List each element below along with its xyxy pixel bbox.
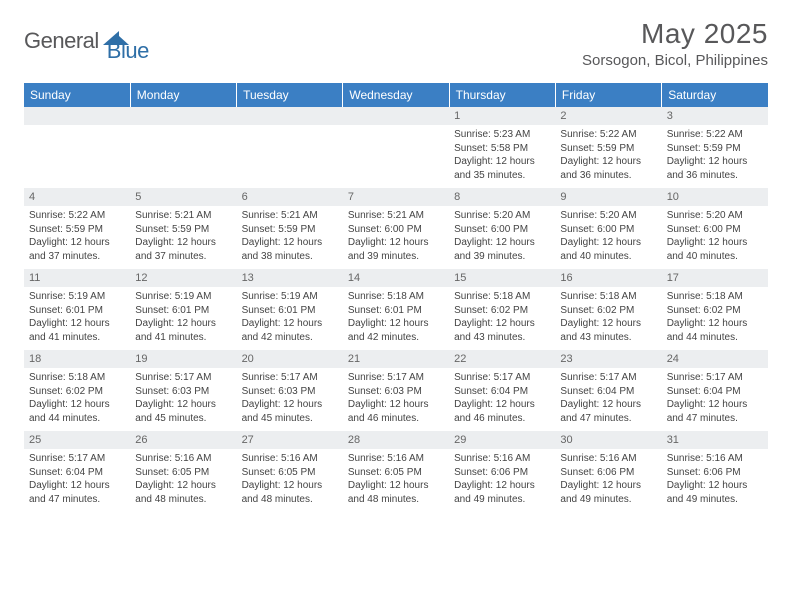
day-number-cell: 22: [449, 350, 555, 368]
weekday-header: Thursday: [449, 83, 555, 107]
day-detail-row: Sunrise: 5:23 AMSunset: 5:58 PMDaylight:…: [24, 125, 768, 188]
day-number-cell: 24: [662, 350, 768, 368]
day-number-cell: 18: [24, 350, 130, 368]
weekday-header: Sunday: [24, 83, 130, 107]
day-number-cell: 12: [130, 269, 236, 287]
weekday-header-row: Sunday Monday Tuesday Wednesday Thursday…: [24, 83, 768, 107]
day-detail-cell: Sunrise: 5:19 AMSunset: 6:01 PMDaylight:…: [237, 287, 343, 350]
header: General Blue May 2025 Sorsogon, Bicol, P…: [24, 18, 768, 69]
day-number-cell: 27: [237, 431, 343, 449]
day-detail-cell: Sunrise: 5:21 AMSunset: 5:59 PMDaylight:…: [237, 206, 343, 269]
day-number-cell: 2: [555, 107, 661, 125]
day-detail-cell: Sunrise: 5:22 AMSunset: 5:59 PMDaylight:…: [555, 125, 661, 188]
day-detail-cell: [24, 125, 130, 188]
day-detail-cell: Sunrise: 5:19 AMSunset: 6:01 PMDaylight:…: [130, 287, 236, 350]
day-number-cell: [237, 107, 343, 125]
day-number-row: 45678910: [24, 188, 768, 206]
day-number-cell: 3: [662, 107, 768, 125]
day-detail-cell: Sunrise: 5:16 AMSunset: 6:06 PMDaylight:…: [662, 449, 768, 512]
day-detail-cell: Sunrise: 5:18 AMSunset: 6:02 PMDaylight:…: [24, 368, 130, 431]
day-detail-row: Sunrise: 5:17 AMSunset: 6:04 PMDaylight:…: [24, 449, 768, 512]
day-number-cell: 7: [343, 188, 449, 206]
weekday-header: Tuesday: [237, 83, 343, 107]
day-number-cell: 10: [662, 188, 768, 206]
day-number-cell: 21: [343, 350, 449, 368]
day-detail-cell: Sunrise: 5:22 AMSunset: 5:59 PMDaylight:…: [662, 125, 768, 188]
day-number-cell: 25: [24, 431, 130, 449]
day-detail-cell: Sunrise: 5:21 AMSunset: 5:59 PMDaylight:…: [130, 206, 236, 269]
brand-general: General: [24, 28, 99, 54]
day-detail-cell: Sunrise: 5:18 AMSunset: 6:02 PMDaylight:…: [555, 287, 661, 350]
day-number-cell: 30: [555, 431, 661, 449]
day-number-cell: [24, 107, 130, 125]
day-detail-cell: Sunrise: 5:17 AMSunset: 6:03 PMDaylight:…: [343, 368, 449, 431]
day-number-cell: [343, 107, 449, 125]
day-number-cell: 11: [24, 269, 130, 287]
day-number-cell: 14: [343, 269, 449, 287]
day-detail-cell: Sunrise: 5:23 AMSunset: 5:58 PMDaylight:…: [449, 125, 555, 188]
title-block: May 2025 Sorsogon, Bicol, Philippines: [582, 18, 768, 69]
weekday-header: Friday: [555, 83, 661, 107]
day-detail-row: Sunrise: 5:22 AMSunset: 5:59 PMDaylight:…: [24, 206, 768, 269]
day-detail-cell: Sunrise: 5:16 AMSunset: 6:05 PMDaylight:…: [237, 449, 343, 512]
day-detail-cell: Sunrise: 5:18 AMSunset: 6:01 PMDaylight:…: [343, 287, 449, 350]
calendar-page: General Blue May 2025 Sorsogon, Bicol, P…: [0, 0, 792, 512]
day-detail-cell: Sunrise: 5:20 AMSunset: 6:00 PMDaylight:…: [449, 206, 555, 269]
day-detail-cell: Sunrise: 5:20 AMSunset: 6:00 PMDaylight:…: [662, 206, 768, 269]
day-number-cell: 5: [130, 188, 236, 206]
day-detail-cell: Sunrise: 5:19 AMSunset: 6:01 PMDaylight:…: [24, 287, 130, 350]
day-number-cell: 26: [130, 431, 236, 449]
day-detail-cell: Sunrise: 5:17 AMSunset: 6:03 PMDaylight:…: [130, 368, 236, 431]
day-detail-cell: Sunrise: 5:18 AMSunset: 6:02 PMDaylight:…: [662, 287, 768, 350]
day-number-row: 18192021222324: [24, 350, 768, 368]
location-subtitle: Sorsogon, Bicol, Philippines: [582, 52, 768, 69]
day-number-cell: 1: [449, 107, 555, 125]
month-title: May 2025: [582, 18, 768, 50]
brand-logo: General Blue: [24, 18, 149, 64]
weekday-header: Monday: [130, 83, 236, 107]
day-detail-cell: Sunrise: 5:21 AMSunset: 6:00 PMDaylight:…: [343, 206, 449, 269]
day-detail-cell: Sunrise: 5:17 AMSunset: 6:04 PMDaylight:…: [662, 368, 768, 431]
day-number-cell: 16: [555, 269, 661, 287]
day-detail-row: Sunrise: 5:18 AMSunset: 6:02 PMDaylight:…: [24, 368, 768, 431]
day-number-cell: [130, 107, 236, 125]
day-number-cell: 4: [24, 188, 130, 206]
day-detail-cell: Sunrise: 5:17 AMSunset: 6:03 PMDaylight:…: [237, 368, 343, 431]
day-detail-cell: Sunrise: 5:18 AMSunset: 6:02 PMDaylight:…: [449, 287, 555, 350]
day-detail-cell: Sunrise: 5:22 AMSunset: 5:59 PMDaylight:…: [24, 206, 130, 269]
day-number-cell: 31: [662, 431, 768, 449]
day-number-row: 11121314151617: [24, 269, 768, 287]
day-number-cell: 15: [449, 269, 555, 287]
day-detail-cell: Sunrise: 5:17 AMSunset: 6:04 PMDaylight:…: [24, 449, 130, 512]
day-number-cell: 20: [237, 350, 343, 368]
day-detail-cell: Sunrise: 5:17 AMSunset: 6:04 PMDaylight:…: [449, 368, 555, 431]
day-number-cell: 29: [449, 431, 555, 449]
day-number-row: 123: [24, 107, 768, 125]
day-number-cell: 17: [662, 269, 768, 287]
weekday-header: Wednesday: [343, 83, 449, 107]
day-number-cell: 9: [555, 188, 661, 206]
day-detail-cell: Sunrise: 5:16 AMSunset: 6:05 PMDaylight:…: [130, 449, 236, 512]
day-detail-cell: [343, 125, 449, 188]
day-detail-cell: Sunrise: 5:16 AMSunset: 6:06 PMDaylight:…: [449, 449, 555, 512]
brand-blue: Blue: [107, 38, 149, 64]
day-detail-cell: Sunrise: 5:20 AMSunset: 6:00 PMDaylight:…: [555, 206, 661, 269]
day-number-row: 25262728293031: [24, 431, 768, 449]
day-detail-cell: [237, 125, 343, 188]
day-detail-cell: Sunrise: 5:16 AMSunset: 6:05 PMDaylight:…: [343, 449, 449, 512]
day-detail-cell: Sunrise: 5:17 AMSunset: 6:04 PMDaylight:…: [555, 368, 661, 431]
day-number-cell: 13: [237, 269, 343, 287]
weekday-header: Saturday: [662, 83, 768, 107]
day-detail-cell: [130, 125, 236, 188]
day-detail-row: Sunrise: 5:19 AMSunset: 6:01 PMDaylight:…: [24, 287, 768, 350]
day-detail-cell: Sunrise: 5:16 AMSunset: 6:06 PMDaylight:…: [555, 449, 661, 512]
day-number-cell: 6: [237, 188, 343, 206]
day-number-cell: 23: [555, 350, 661, 368]
day-number-cell: 8: [449, 188, 555, 206]
day-number-cell: 19: [130, 350, 236, 368]
calendar-body: 123Sunrise: 5:23 AMSunset: 5:58 PMDaylig…: [24, 107, 768, 512]
calendar-table: Sunday Monday Tuesday Wednesday Thursday…: [24, 83, 768, 512]
day-number-cell: 28: [343, 431, 449, 449]
